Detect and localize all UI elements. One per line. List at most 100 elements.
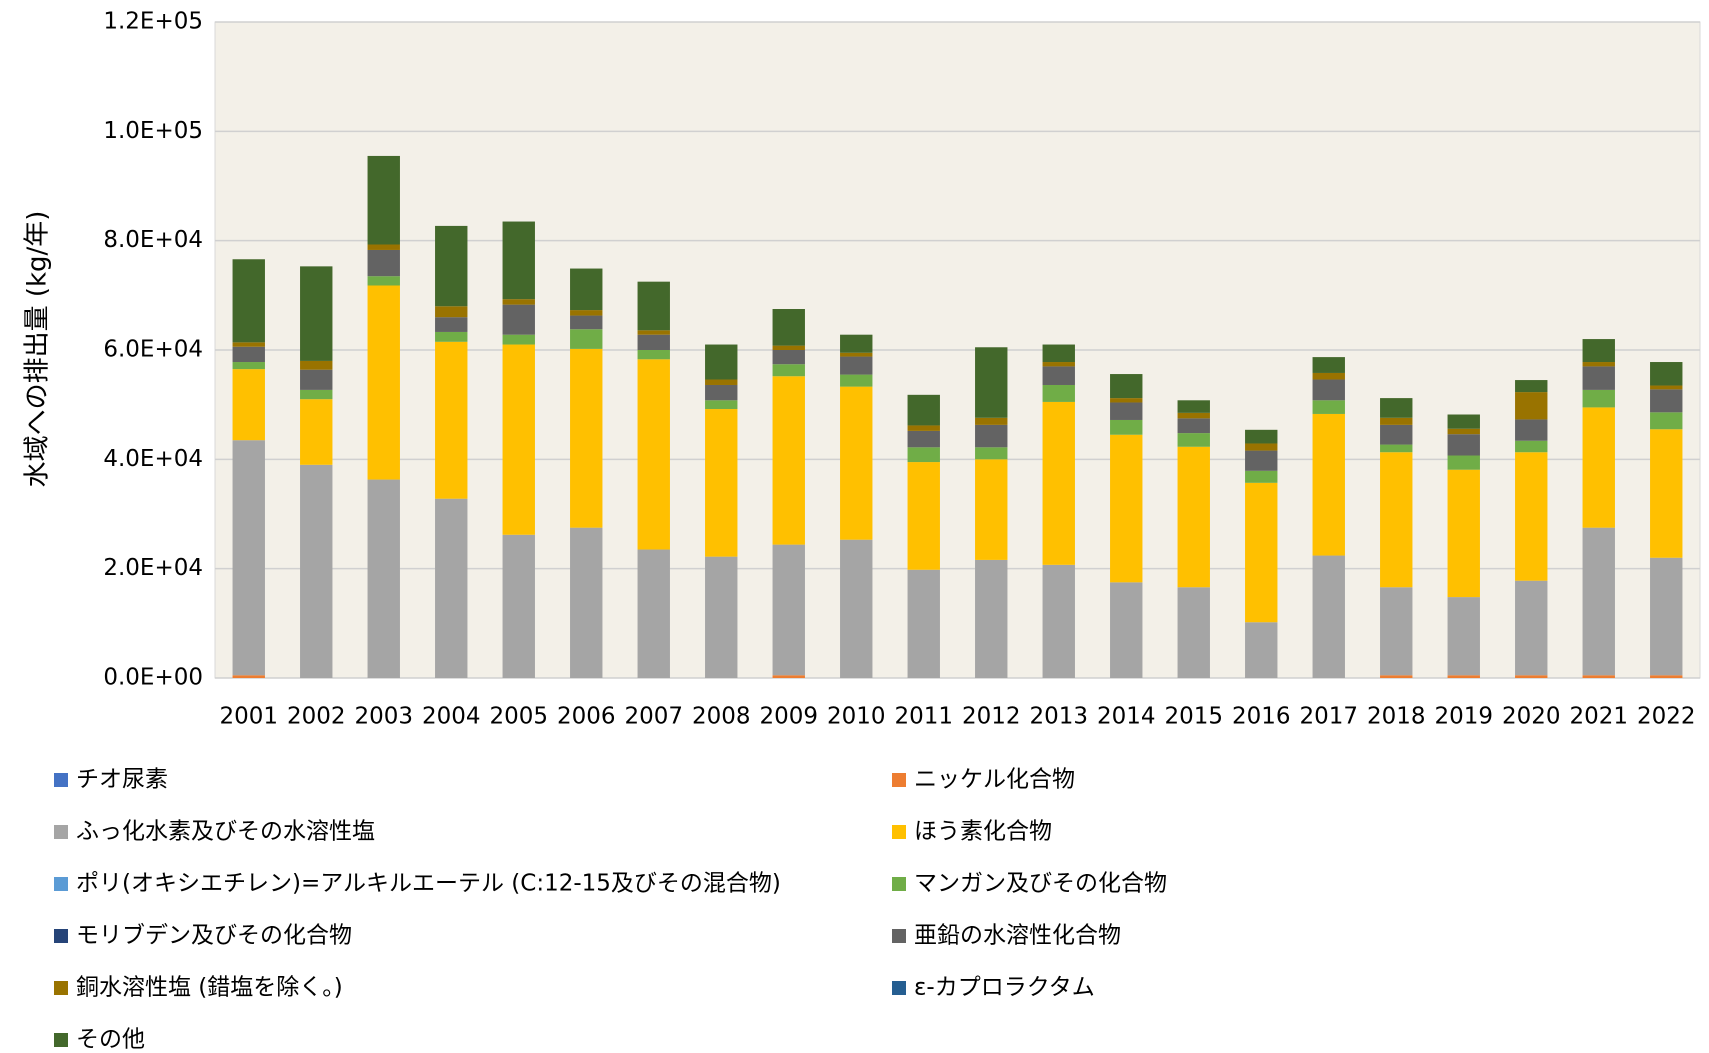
x-tick-label: 2021	[1569, 704, 1628, 730]
bar-segment	[300, 360, 333, 370]
legend-label: 亜鉛の水溶性化合物	[914, 923, 1121, 949]
bar-segment	[772, 675, 805, 678]
bar-segment	[232, 346, 265, 363]
bar-segment	[840, 386, 873, 540]
bar-segment	[1515, 380, 1548, 393]
legend-label: ほう素化合物	[914, 819, 1052, 845]
bar-segment	[1245, 482, 1278, 623]
bar-segment	[1110, 398, 1143, 403]
bar-segment	[570, 329, 603, 349]
bar-segment	[907, 425, 940, 431]
bar-segment	[840, 334, 873, 353]
bar-segment	[1110, 582, 1143, 678]
bar-segment	[502, 304, 535, 335]
bar-segment	[367, 285, 400, 480]
bar-segment	[300, 389, 333, 400]
bar-segment	[1042, 401, 1075, 565]
bar-segment	[1380, 675, 1413, 678]
bar-segment	[1245, 443, 1278, 451]
x-tick-label: 2014	[1097, 704, 1156, 730]
bar-segment	[1110, 419, 1143, 435]
bar-segment	[1650, 675, 1683, 678]
bar-segment	[907, 447, 940, 463]
bar-segment	[975, 559, 1008, 678]
bar-segment	[232, 259, 265, 343]
legend-label: モリブデン及びその化合物	[76, 923, 352, 949]
bar-segment	[570, 268, 603, 311]
y-tick-label: 8.0E+04	[103, 227, 203, 253]
bar-segment	[570, 348, 603, 528]
bar-segment	[1042, 344, 1075, 363]
x-tick-label: 2002	[287, 704, 346, 730]
bar-segment	[1177, 587, 1210, 678]
bar-segment	[570, 310, 603, 316]
x-tick-label: 2019	[1434, 704, 1493, 730]
bar-segment	[907, 430, 940, 448]
legend-swatch	[892, 981, 906, 995]
bar-segment	[1650, 429, 1683, 558]
bar-segment	[840, 539, 873, 678]
bar-segment	[975, 447, 1008, 460]
bar-segment	[975, 347, 1008, 418]
y-tick-label: 1.2E+05	[103, 9, 203, 35]
bar-segment	[1447, 414, 1480, 429]
y-axis-title: 水域への排出量 (kg/年)	[23, 211, 53, 488]
legend-label: ニッケル化合物	[914, 767, 1075, 793]
legend-swatch	[54, 929, 68, 943]
bar-segment	[705, 384, 738, 401]
bar-segment	[1582, 389, 1615, 408]
x-tick-label: 2007	[624, 704, 683, 730]
x-tick-label: 2015	[1164, 704, 1223, 730]
bar-segment	[705, 379, 738, 385]
bar-segment	[502, 534, 535, 678]
bar-segment	[502, 334, 535, 345]
bar-segment	[637, 549, 670, 678]
bar-segment	[502, 344, 535, 535]
legend-label: ふっ化水素及びその水溶性塩	[76, 819, 375, 845]
bar-segment	[300, 266, 333, 361]
bar-segment	[772, 309, 805, 346]
bar-segment	[1177, 412, 1210, 419]
bar-segment	[637, 359, 670, 550]
bar-segment	[232, 342, 265, 347]
legend-swatch	[892, 929, 906, 943]
bar-segment	[975, 424, 1008, 448]
legend-swatch	[54, 877, 68, 891]
bar-segment	[1582, 339, 1615, 363]
bar-segment	[300, 464, 333, 678]
bar-segment	[1312, 357, 1345, 373]
bar-segment	[1515, 419, 1548, 441]
bar-segment	[232, 440, 265, 676]
bar-segment	[1447, 675, 1480, 678]
legend-swatch	[892, 825, 906, 839]
x-tick-label: 2012	[962, 704, 1021, 730]
bar-segment	[1582, 362, 1615, 367]
bar-segment	[1177, 418, 1210, 434]
x-tick-label: 2009	[759, 704, 818, 730]
bar-segment	[1515, 440, 1548, 453]
bar-segment	[367, 244, 400, 250]
bar-segment	[1312, 555, 1345, 678]
bar-segment	[1042, 362, 1075, 367]
bar-segment	[1582, 366, 1615, 390]
bar-segment	[1650, 362, 1683, 386]
bar-segment	[1380, 398, 1413, 418]
bar-segment	[1177, 433, 1210, 447]
bar-segment	[840, 352, 873, 357]
bar-segment	[570, 315, 603, 330]
bar-segment	[435, 331, 468, 342]
bar-segment	[1582, 407, 1615, 528]
bar-segment	[1312, 372, 1345, 380]
x-tick-label: 2005	[489, 704, 548, 730]
bar-segment	[570, 527, 603, 678]
bar-segment	[1245, 450, 1278, 471]
bar-segment	[367, 479, 400, 678]
x-tick-label: 2022	[1637, 704, 1696, 730]
bar-segment	[840, 356, 873, 375]
bar-segment	[1582, 675, 1615, 678]
bar-segment	[232, 362, 265, 370]
bar-segment	[1582, 527, 1615, 676]
bar-segment	[1312, 400, 1345, 414]
bar-segment	[1245, 429, 1278, 444]
